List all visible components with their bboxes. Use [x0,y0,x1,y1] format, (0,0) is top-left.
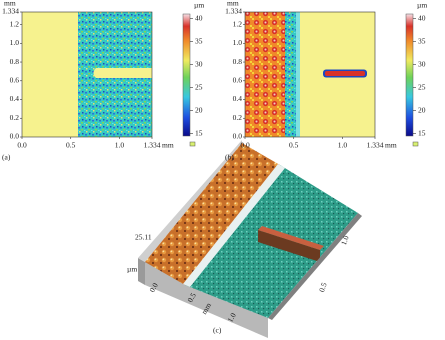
x-tick-label: 1.0 [115,141,125,150]
x-tick-label: 1.334 [144,141,161,150]
y-tick-label: 1.334 [225,7,242,16]
x-tick-label: 1.0 [338,141,348,150]
colorbar-tick-label: 35 [418,36,426,45]
x-tick-label: 0.0 [17,141,27,150]
colorbar-tick-label: 30 [195,59,203,68]
y-tick-label: 0.2 [10,113,20,122]
x-unit: mm [162,141,174,150]
y-tick-label: 1.0 [339,234,351,246]
y-tick-label: 0.0 [233,132,243,141]
x-tick-label: 0.5 [289,141,299,150]
surface-3d [138,140,362,338]
y-unit: mm [227,0,239,8]
y-tick-label: 0.5 [317,281,329,293]
colorbar-swatch [189,141,196,147]
y-tick-label: 1.2 [10,19,20,28]
panel-label: (b) [225,153,234,162]
x-tick-label: 0.5 [185,291,198,304]
y-tick-label: 0.8 [10,57,20,66]
colorbar-tick-label: 30 [418,59,426,68]
colorbar-tick-label: 25 [195,82,203,91]
height-map-b [244,11,376,138]
z-max-label: 25.11 [135,233,152,242]
y-unit: mm [4,0,16,8]
panel-label: (c) [213,326,222,335]
x-tick-label: 1.334 [367,141,384,150]
colorbar-tick-label: 15 [418,128,426,137]
x-tick-label: 1.0 [225,311,238,324]
y-tick-label: 0.4 [10,94,20,103]
x-unit: mm [385,141,397,150]
y-tick-label: 0.8 [233,57,243,66]
z-unit: µm [127,265,137,274]
y-tick-label: 0.6 [10,75,20,84]
colorbar-tick-label: 20 [418,105,426,114]
colorbar-tick-label: 35 [195,36,203,45]
y-tick-label: 0.2 [233,113,243,122]
colorbar [405,13,414,137]
colorbar-swatch [412,141,419,147]
x-tick-label: 0.0 [240,141,250,150]
colorbar-unit: µm [194,1,204,10]
panel-label: (a) [2,153,11,162]
y-tick-label: 0.0 [10,132,20,141]
colorbar-unit: µm [417,1,427,10]
x-tick-label: 0.5 [66,141,76,150]
y-tick-label: 1.334 [2,7,19,16]
y-tick-label: 0.6 [233,75,243,84]
y-tick-label: 0.4 [233,94,243,103]
colorbar-tick-label: 40 [418,13,426,22]
x-tick-label: 0.0 [147,281,160,294]
colorbar-tick-label: 25 [418,82,426,91]
y-tick-label: 1.0 [233,38,243,47]
colorbar-tick-label: 15 [195,128,203,137]
height-map-a [21,11,153,138]
colorbar-tick-label: 20 [195,105,203,114]
colorbar [182,13,191,137]
y-tick-label: 1.2 [233,19,243,28]
y-tick-label: 1.0 [10,38,20,47]
colorbar-tick-label: 40 [195,13,203,22]
